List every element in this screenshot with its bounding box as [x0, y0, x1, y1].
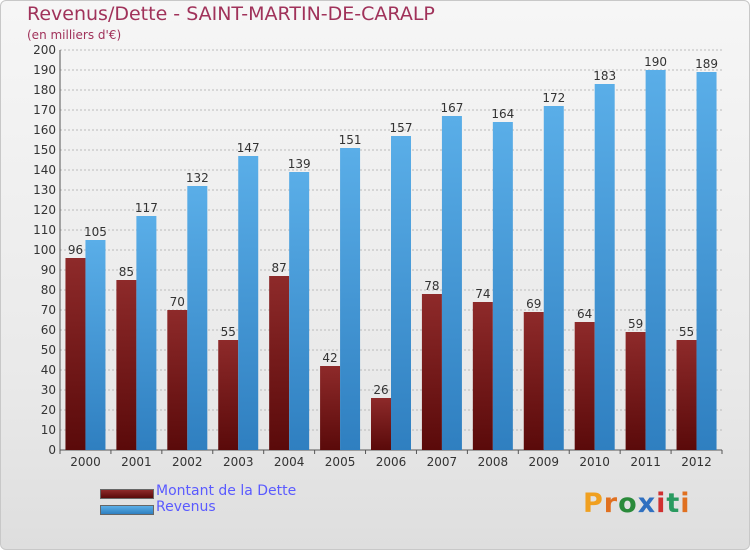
- bar-revenue-2006: [391, 136, 411, 450]
- y-tick-label: 10: [41, 423, 56, 437]
- x-tick-label-2001: 2001: [121, 455, 152, 469]
- y-tick-label: 160: [33, 123, 56, 137]
- y-tick-label: 20: [41, 403, 56, 417]
- data-label-revenue-2000: 105: [84, 225, 107, 239]
- x-tick-label-2000: 2000: [70, 455, 101, 469]
- proxiti-logo: Proxiti: [583, 488, 691, 519]
- bar-revenue-2011: [645, 70, 666, 450]
- data-label-revenue-2009: 172: [542, 91, 565, 105]
- legend-label-debt: Montant de la Dette: [156, 483, 297, 499]
- data-label-debt-2008: 74: [475, 287, 490, 301]
- bar-revenue-2009: [543, 106, 564, 450]
- chart-title: Revenus/Dette - SAINT-MARTIN-DE-CARALP: [27, 3, 435, 25]
- y-tick-label: 0: [48, 443, 56, 457]
- y-tick-label: 30: [41, 383, 56, 397]
- data-label-revenue-2003: 147: [237, 141, 260, 155]
- y-tick-label: 190: [33, 63, 56, 77]
- data-label-debt-2009: 69: [526, 297, 541, 311]
- bar-debt-2007: [421, 294, 442, 450]
- y-tick-label: 70: [41, 303, 56, 317]
- y-tick-label: 40: [41, 363, 56, 377]
- bar-debt-2009: [523, 312, 544, 450]
- data-label-debt-2012: 55: [679, 325, 694, 339]
- data-label-debt-2004: 87: [272, 261, 287, 275]
- data-label-debt-2005: 42: [322, 351, 337, 365]
- data-label-revenue-2005: 151: [339, 133, 362, 147]
- data-label-debt-2007: 78: [424, 279, 439, 293]
- data-label-revenue-2012: 189: [695, 57, 718, 71]
- bar-debt-2000: [65, 258, 86, 450]
- bar-revenue-2000: [85, 240, 106, 450]
- bar-revenue-2003: [238, 156, 259, 450]
- bar-revenue-2004: [289, 172, 310, 450]
- y-tick-label: 110: [33, 223, 56, 237]
- data-label-debt-2002: 70: [170, 295, 185, 309]
- x-tick-label-2009: 2009: [528, 455, 559, 469]
- y-tick-label: 130: [33, 183, 56, 197]
- bar-revenue-2005: [340, 148, 361, 450]
- x-tick-label-2002: 2002: [172, 455, 203, 469]
- y-tick-label: 140: [33, 163, 56, 177]
- data-label-debt-2010: 64: [577, 307, 592, 321]
- x-tick-label-2004: 2004: [274, 455, 305, 469]
- data-label-revenue-2010: 183: [593, 69, 616, 83]
- legend-label-revenue: Revenus: [156, 499, 216, 515]
- x-tick-label-2012: 2012: [681, 455, 712, 469]
- bar-revenue-2007: [441, 116, 462, 450]
- data-label-revenue-2004: 139: [288, 157, 311, 171]
- bar-revenue-2002: [187, 186, 208, 450]
- bar-debt-2003: [218, 340, 239, 450]
- y-tick-label: 100: [33, 243, 56, 257]
- y-tick-label: 180: [33, 83, 56, 97]
- legend-swatch-debt: [100, 489, 154, 499]
- bar-debt-2010: [574, 322, 595, 450]
- y-tick-label: 90: [41, 263, 56, 277]
- bar-debt-2005: [320, 366, 341, 450]
- bar-debt-2012: [676, 340, 697, 450]
- legend-swatch-revenue: [100, 505, 154, 515]
- x-tick-label-2005: 2005: [325, 455, 356, 469]
- x-tick-label-2011: 2011: [630, 455, 661, 469]
- data-label-debt-2011: 59: [628, 317, 643, 331]
- y-tick-label: 50: [41, 343, 56, 357]
- data-label-revenue-2001: 117: [135, 201, 158, 215]
- data-label-debt-2001: 85: [119, 265, 134, 279]
- bar-revenue-2010: [594, 84, 615, 450]
- y-tick-label: 200: [33, 43, 56, 57]
- x-tick-label-2003: 2003: [223, 455, 254, 469]
- bar-debt-2004: [269, 276, 290, 450]
- y-tick-label: 120: [33, 203, 56, 217]
- bar-debt-2001: [116, 280, 137, 450]
- x-tick-label-2007: 2007: [427, 455, 458, 469]
- data-label-debt-2006: 26: [373, 383, 388, 397]
- bar-debt-2006: [371, 398, 391, 450]
- data-label-debt-2000: 96: [68, 243, 83, 257]
- x-tick-label-2010: 2010: [579, 455, 610, 469]
- x-tick-label-2006: 2006: [376, 455, 407, 469]
- x-tick-label-2008: 2008: [478, 455, 509, 469]
- bar-debt-2011: [625, 332, 646, 450]
- y-tick-label: 60: [41, 323, 56, 337]
- bar-debt-2008: [472, 302, 493, 450]
- data-label-revenue-2002: 132: [186, 171, 209, 185]
- data-label-revenue-2008: 164: [491, 107, 514, 121]
- bar-revenue-2008: [492, 122, 513, 450]
- chart-subtitle: (en milliers d'€): [27, 28, 122, 42]
- data-label-debt-2003: 55: [221, 325, 236, 339]
- data-label-revenue-2011: 190: [644, 55, 667, 69]
- y-tick-label: 170: [33, 103, 56, 117]
- bar-revenue-2012: [696, 72, 717, 450]
- bar-revenue-2001: [136, 216, 157, 450]
- bar-debt-2002: [167, 310, 188, 450]
- data-label-revenue-2007: 167: [440, 101, 463, 115]
- data-label-revenue-2006: 157: [390, 121, 413, 135]
- y-tick-label: 150: [33, 143, 56, 157]
- y-tick-label: 80: [41, 283, 56, 297]
